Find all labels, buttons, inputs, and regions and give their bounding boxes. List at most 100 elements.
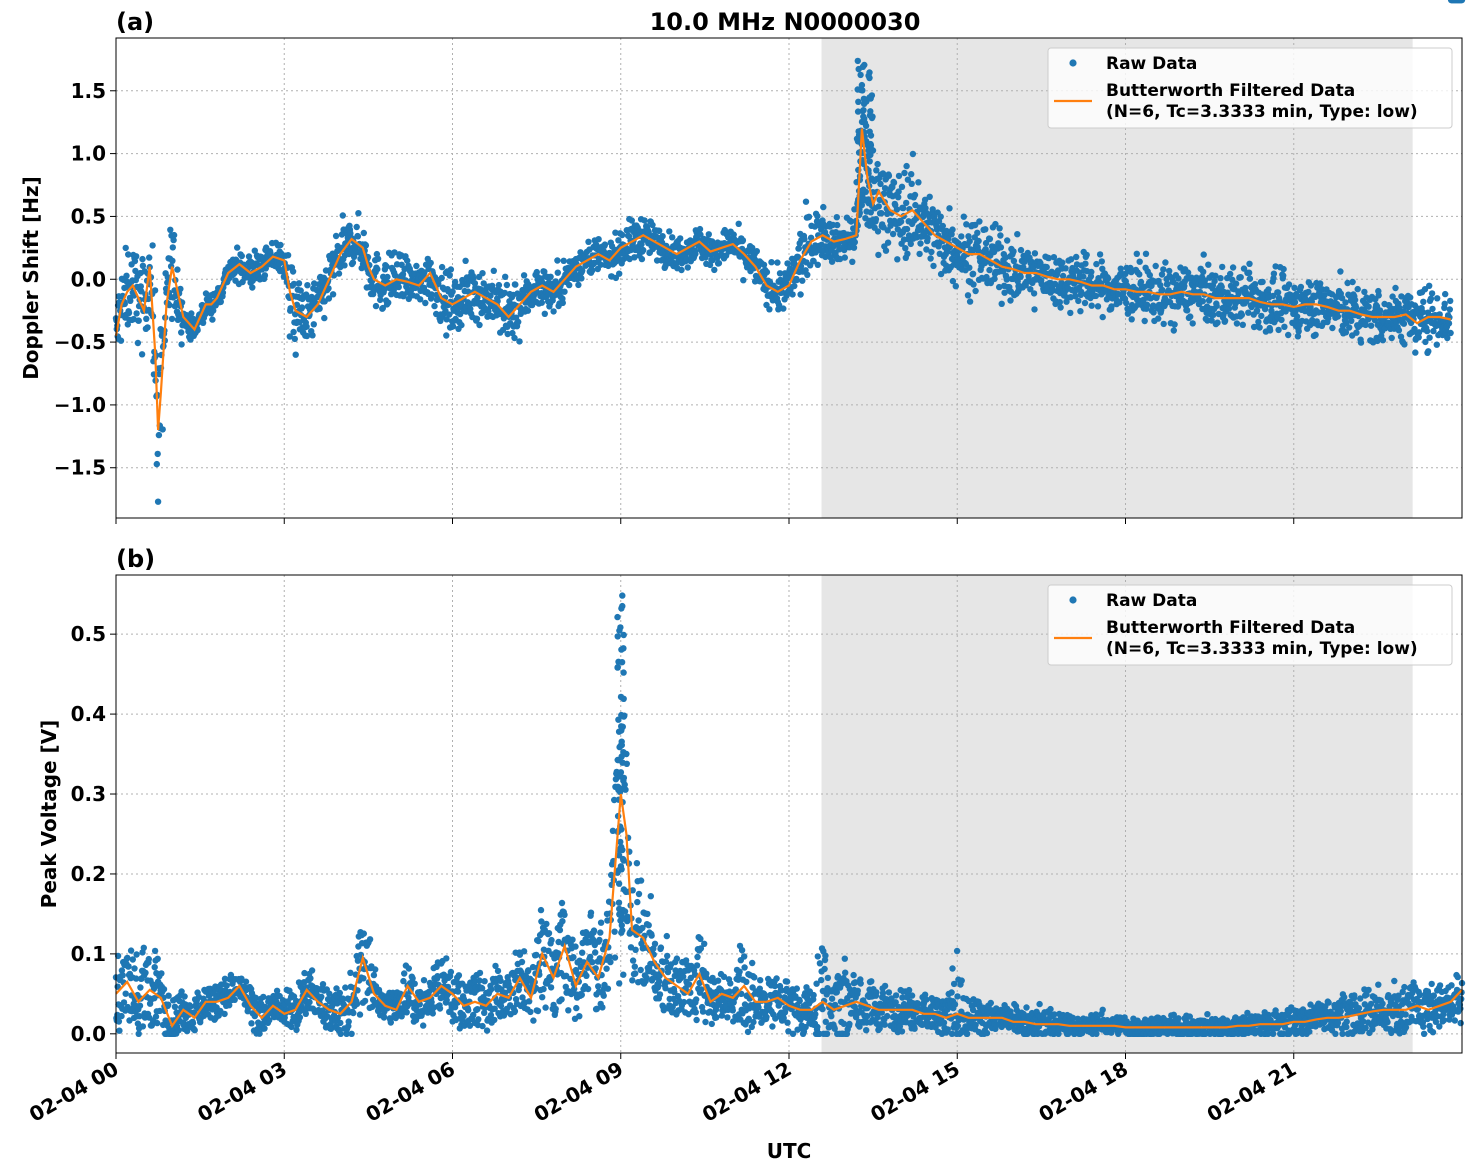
a-raw-point — [874, 160, 881, 168]
a-raw-point — [1312, 331, 1319, 338]
a-raw-point — [298, 304, 306, 311]
a-raw-point — [1412, 349, 1419, 356]
a-raw-point — [1239, 321, 1247, 328]
a-raw-point — [1128, 316, 1135, 323]
a-raw-point — [811, 223, 819, 230]
a-raw-point — [1285, 281, 1293, 288]
a-raw-point — [1214, 319, 1221, 326]
a-raw-point — [982, 226, 989, 233]
a-raw-point — [678, 266, 685, 274]
a-raw-point — [339, 212, 346, 219]
a-raw-point — [360, 229, 367, 237]
a-raw-point — [814, 212, 821, 220]
a-raw-point — [1219, 263, 1226, 271]
panel-a-tag: (a) — [116, 8, 154, 36]
a-raw-point — [866, 158, 873, 165]
a-raw-point — [1017, 246, 1025, 254]
b-raw-point — [699, 1008, 707, 1015]
b-raw-point — [623, 760, 630, 767]
a-ytick-label: 0.5 — [71, 204, 106, 228]
a-raw-point — [1014, 231, 1021, 238]
b-raw-point — [572, 943, 579, 950]
b-raw-point — [565, 1007, 572, 1014]
a-raw-point — [1031, 306, 1038, 313]
a-raw-point — [1346, 324, 1353, 331]
a-raw-point — [1189, 320, 1196, 327]
a-raw-point — [473, 315, 481, 322]
a-raw-point — [174, 266, 181, 273]
b-raw-point — [631, 963, 638, 970]
a-raw-point — [866, 217, 873, 224]
a-raw-point — [566, 281, 573, 289]
a-raw-point — [122, 244, 129, 252]
a-raw-point — [649, 221, 656, 229]
a-raw-point — [1291, 284, 1298, 291]
b-raw-point — [664, 952, 671, 960]
a-raw-point — [169, 257, 176, 264]
b-raw-point — [600, 992, 607, 999]
b-raw-point — [573, 1004, 580, 1012]
b-raw-point — [714, 977, 722, 984]
a-raw-point — [1080, 273, 1087, 280]
a-raw-point — [316, 305, 323, 312]
b-raw-point — [171, 1003, 179, 1010]
a-raw-point — [1104, 275, 1112, 282]
a-raw-point — [290, 328, 297, 336]
a-raw-point — [1170, 327, 1178, 334]
a-raw-point — [1082, 260, 1089, 267]
b-raw-point — [587, 909, 595, 916]
b-raw-point — [693, 1016, 700, 1024]
a-raw-point — [249, 284, 256, 291]
a-raw-point — [1217, 275, 1224, 282]
a-raw-point — [1281, 323, 1288, 330]
a-raw-point — [134, 339, 142, 347]
a-raw-point — [595, 236, 602, 243]
b-raw-point — [736, 968, 743, 975]
b-raw-point — [154, 1019, 161, 1027]
a-raw-point — [383, 263, 390, 270]
a-raw-point — [1221, 317, 1229, 324]
a-raw-point — [908, 171, 915, 178]
a-raw-point — [287, 305, 294, 312]
a-raw-point — [554, 257, 561, 264]
b-raw-point — [366, 936, 374, 943]
a-ytick-label: −0.5 — [54, 330, 106, 354]
a-raw-point — [640, 246, 647, 254]
a-raw-point — [151, 287, 159, 294]
a-raw-point — [859, 63, 867, 70]
b-raw-point — [154, 955, 161, 962]
a-raw-point — [476, 321, 483, 329]
b-raw-point — [632, 970, 639, 977]
a-raw-point — [1096, 251, 1104, 258]
b-raw-point — [596, 936, 603, 944]
a-raw-point — [1445, 320, 1453, 327]
a-raw-point — [833, 214, 840, 221]
a-ytick-label: −1.0 — [54, 393, 106, 417]
a-raw-point — [449, 288, 456, 295]
a-raw-point — [638, 241, 645, 248]
a-raw-point — [946, 205, 953, 212]
b-raw-point — [122, 990, 129, 997]
a-raw-point — [841, 254, 848, 261]
a-raw-point — [631, 254, 638, 261]
b-raw-point — [537, 906, 545, 914]
a-raw-point — [970, 281, 977, 288]
a-raw-point — [1278, 316, 1285, 324]
a-raw-point — [291, 335, 298, 343]
b-raw-point — [548, 936, 555, 944]
a-raw-point — [1062, 265, 1069, 272]
a-raw-point — [1365, 303, 1372, 310]
b-raw-point — [611, 928, 618, 935]
a-raw-point — [1067, 309, 1074, 317]
b-raw-point — [175, 1027, 182, 1034]
a-raw-point — [520, 272, 528, 279]
a-raw-point — [1291, 299, 1299, 306]
a-raw-point — [810, 258, 817, 265]
b-raw-point — [443, 955, 450, 962]
a-raw-point — [585, 238, 592, 245]
a-raw-point — [828, 258, 836, 265]
b-raw-point — [632, 946, 639, 953]
a-raw-point — [874, 228, 882, 235]
a-raw-point — [697, 231, 704, 238]
a-raw-point — [354, 233, 362, 240]
